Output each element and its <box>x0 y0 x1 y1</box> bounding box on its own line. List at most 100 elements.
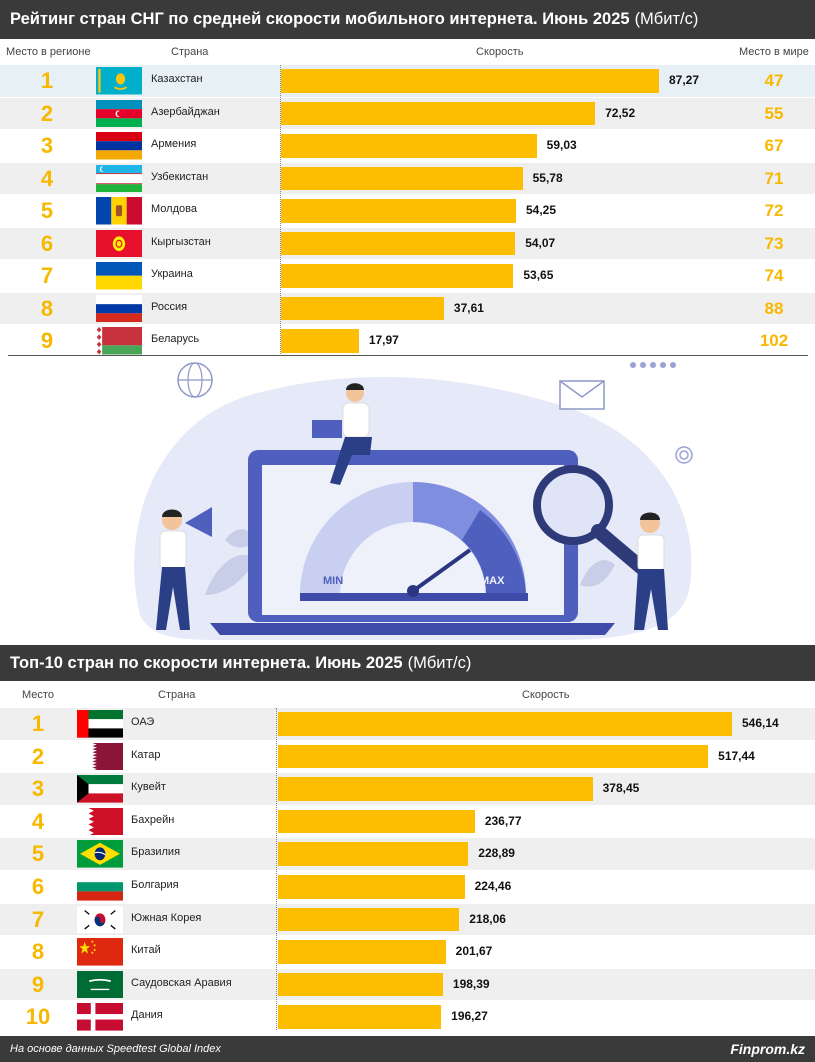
country-label: Болгария <box>131 879 179 891</box>
rank-label: 3 <box>31 776 45 802</box>
world-rank-label: 71 <box>764 168 784 188</box>
bar <box>278 940 446 964</box>
value-label: 196,27 <box>451 1009 488 1024</box>
value-label: 87,27 <box>669 73 700 87</box>
country-label: Азербайджан <box>151 105 220 118</box>
rank-label: 8 <box>40 295 54 321</box>
cn-flag-icon <box>77 938 123 966</box>
person-megaphone-icon <box>156 507 212 630</box>
header-world-rank: Место в мире <box>739 46 809 58</box>
country-label: Украина <box>151 268 193 280</box>
world-rank-label: 67 <box>764 136 784 155</box>
header-speed: Скорость <box>476 46 524 58</box>
bar <box>278 809 475 834</box>
bar <box>281 264 514 288</box>
value-label: 37,61 <box>453 300 484 315</box>
rank-label: 6 <box>31 874 45 899</box>
header-region-rank: Место в регионе <box>6 46 91 58</box>
world-rank-label: 74 <box>764 266 784 285</box>
header-rank: Место <box>22 689 54 701</box>
world-rank-label: 55 <box>764 103 784 123</box>
bg-flag-icon <box>77 873 123 901</box>
qa-flag-icon <box>77 742 123 771</box>
value-label: 378,45 <box>602 781 640 796</box>
world-rank-label: 47 <box>764 71 784 90</box>
rank-label: 10 <box>25 1004 51 1030</box>
dk-flag-icon <box>77 1003 123 1031</box>
rank-label: 8 <box>31 939 45 965</box>
gauge-max-label: MAX <box>480 575 505 587</box>
bh-flag-icon <box>77 807 123 836</box>
country-label: Кыргызстан <box>151 235 211 248</box>
kr-flag-icon <box>77 905 123 934</box>
brand-logo: Finprom.kz <box>730 1041 805 1057</box>
rank-label: 9 <box>31 971 45 997</box>
value-label: 53,65 <box>523 268 554 282</box>
rank-label: 2 <box>40 100 54 126</box>
az-flag-icon <box>96 99 142 127</box>
top10-chart-title: Топ-10 стран по скорости интернета. Июнь… <box>0 645 815 681</box>
header-country: Страна <box>171 46 209 58</box>
rank-label: 9 <box>40 328 54 353</box>
country-label: Южная Корея <box>131 911 202 924</box>
country-label: Кувейт <box>131 781 166 794</box>
value-label: 55,78 <box>532 170 563 185</box>
footer: На основе данных Speedtest Global Index … <box>0 1036 815 1062</box>
cis-chart-title: Рейтинг стран СНГ по средней скорости мо… <box>0 0 815 39</box>
ua-flag-icon <box>96 262 142 290</box>
value-label: 224,46 <box>474 879 512 893</box>
bar <box>281 329 359 353</box>
country-label: Китай <box>131 944 161 957</box>
kw-flag-icon <box>77 775 123 803</box>
ru-flag-icon <box>96 294 142 322</box>
bar <box>278 744 709 769</box>
value-label: 17,97 <box>368 333 399 347</box>
divider <box>8 355 808 356</box>
bar <box>278 907 460 932</box>
value-label: 218,06 <box>469 911 506 926</box>
rank-label: 1 <box>31 711 45 736</box>
country-label: Молдова <box>151 203 197 215</box>
ae-flag-icon <box>77 710 123 738</box>
value-label: 546,14 <box>742 716 779 730</box>
bar <box>278 712 732 736</box>
country-label: Бахрейн <box>131 813 175 826</box>
value-label: 59,03 <box>546 138 577 152</box>
rank-label: 4 <box>40 165 54 191</box>
bar <box>281 101 596 125</box>
world-rank-label: 88 <box>764 298 784 318</box>
bar <box>278 777 593 801</box>
by-flag-icon <box>96 327 142 355</box>
bar <box>278 972 443 997</box>
dots-icon <box>630 362 676 368</box>
megaphone-icon <box>185 507 212 537</box>
country-label: Дания <box>131 1009 163 1022</box>
rank-label: 7 <box>31 906 45 932</box>
country-label: Россия <box>151 300 188 313</box>
person-magnifier-icon <box>634 512 668 630</box>
bar <box>281 296 444 320</box>
value-label: 236,77 <box>484 813 522 828</box>
gauge-min-label: MIN <box>323 575 343 587</box>
value-label: 201,67 <box>455 944 493 959</box>
md-flag-icon <box>96 197 142 225</box>
country-label: Казахстан <box>151 73 203 85</box>
rank-label: 4 <box>31 808 45 834</box>
kz-flag-icon <box>96 67 142 95</box>
rank-label: 5 <box>40 198 54 223</box>
bar <box>278 842 469 866</box>
country-label: Катар <box>131 748 161 761</box>
rank-label: 2 <box>31 743 45 769</box>
header-country-2: Страна <box>158 689 196 701</box>
uz-flag-icon <box>96 164 142 192</box>
rank-label: 5 <box>31 841 45 867</box>
country-label: Бразилия <box>131 846 181 859</box>
sa-flag-icon <box>77 970 123 999</box>
bar <box>281 134 537 158</box>
rank-label: 6 <box>40 230 54 256</box>
am-flag-icon <box>96 132 142 160</box>
value-label: 198,39 <box>452 976 490 991</box>
country-label: ОАЭ <box>131 716 155 728</box>
kg-flag-icon <box>96 229 142 257</box>
value-label: 54,25 <box>525 203 556 217</box>
